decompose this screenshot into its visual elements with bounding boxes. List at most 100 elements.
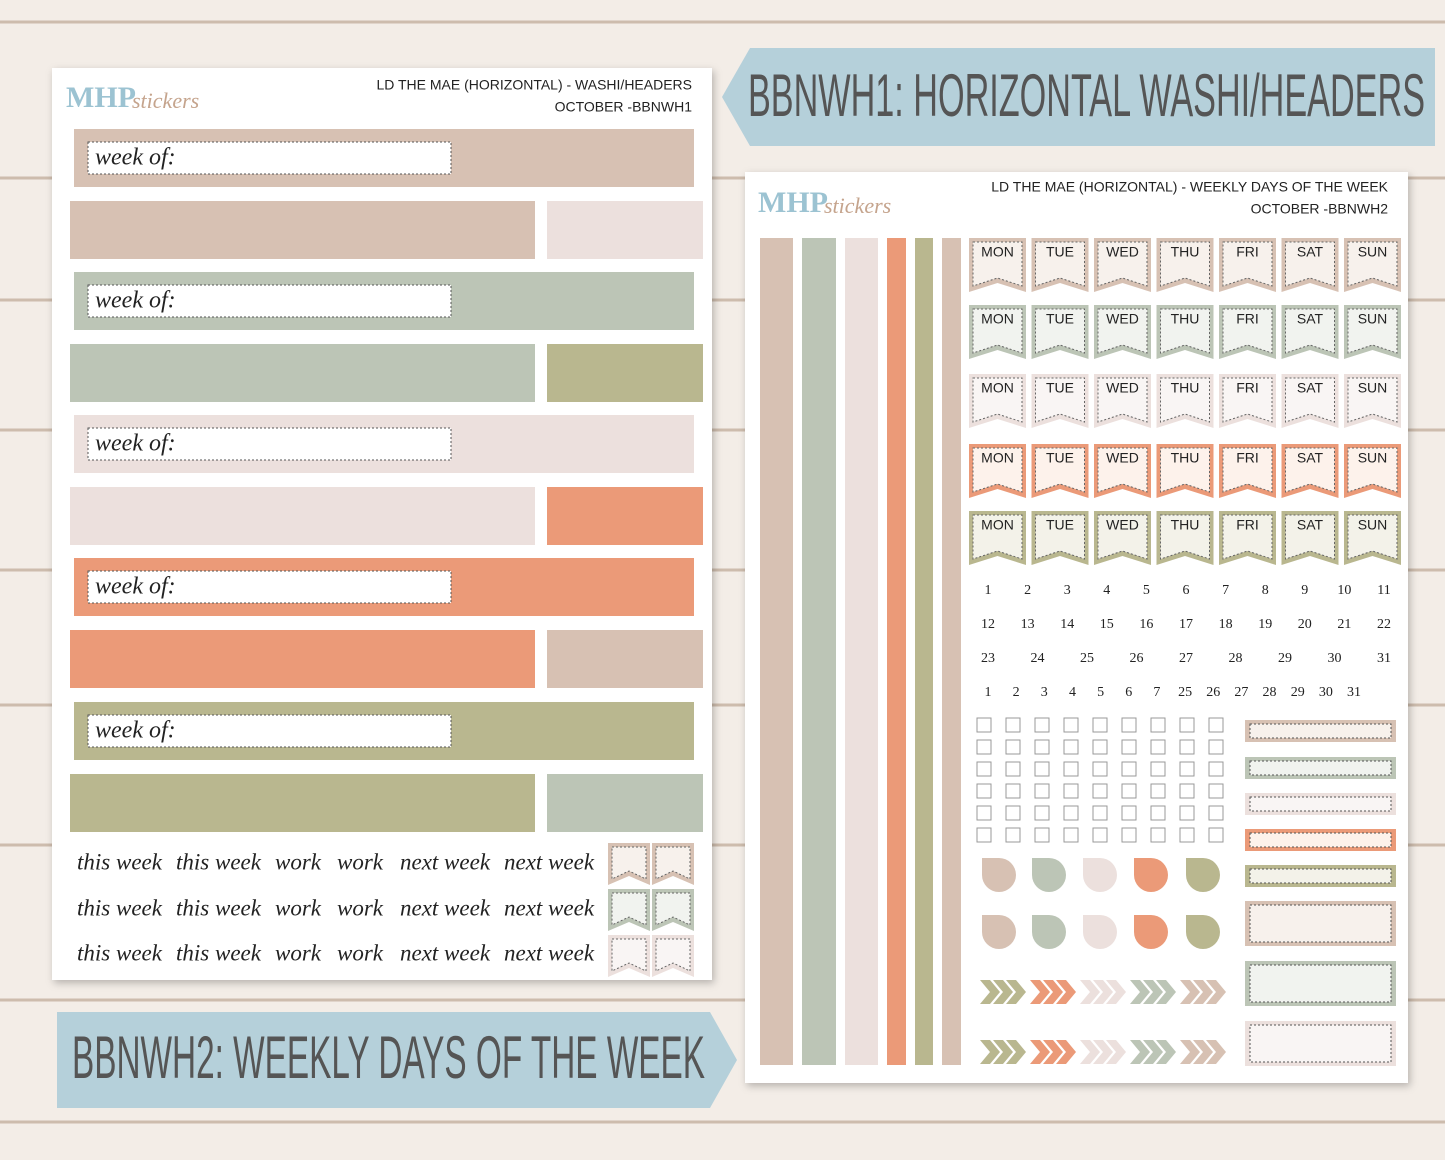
phrase: work bbox=[337, 895, 384, 920]
date-number: 2 bbox=[1024, 583, 1031, 598]
flag-inner bbox=[655, 892, 691, 926]
flag-inner bbox=[1160, 241, 1210, 287]
chevron bbox=[1180, 980, 1200, 1004]
chevron bbox=[1043, 1040, 1063, 1064]
flag-inner bbox=[1222, 241, 1273, 287]
bottom-banner-text: BBNWH2: WEEKLY DAYS OF THE WEEK bbox=[72, 1024, 705, 1091]
date-number: 11 bbox=[1377, 583, 1390, 598]
checkbox bbox=[1150, 717, 1166, 733]
bottom-banner bbox=[57, 1012, 737, 1108]
chevron bbox=[1156, 1040, 1176, 1064]
vertical-washi bbox=[845, 238, 878, 1065]
flag-inner bbox=[1347, 308, 1398, 354]
date-number: 2 bbox=[1013, 685, 1020, 700]
flag-inner bbox=[1035, 241, 1085, 287]
date-number: 5 bbox=[1097, 685, 1104, 700]
checkbox bbox=[1092, 739, 1108, 755]
day-label: WED bbox=[1106, 450, 1139, 466]
checkbox bbox=[1005, 805, 1021, 821]
half-circle-tab bbox=[1083, 915, 1117, 949]
checkbox bbox=[1063, 717, 1079, 733]
checkbox bbox=[976, 761, 992, 777]
washi-strip bbox=[70, 630, 535, 688]
date-number: 21 bbox=[1337, 617, 1351, 632]
checkbox bbox=[1179, 827, 1195, 843]
washi-strip bbox=[70, 201, 535, 259]
day-label: THU bbox=[1171, 517, 1200, 533]
day-label: TUE bbox=[1046, 517, 1074, 533]
checkbox bbox=[1005, 827, 1021, 843]
sheet-header: LD THE MAE (HORIZONTAL) - WASHI/HEADERS bbox=[376, 77, 692, 93]
week-label: week of: bbox=[95, 718, 176, 744]
day-label: TUE bbox=[1046, 244, 1074, 260]
sheet-header: OCTOBER -BBNWH1 bbox=[555, 99, 693, 115]
date-number: 22 bbox=[1377, 617, 1391, 632]
week-label: week of: bbox=[95, 431, 176, 457]
chevron bbox=[1043, 980, 1063, 1004]
checkbox bbox=[976, 739, 992, 755]
flag-inner bbox=[1160, 447, 1210, 493]
day-label: SAT bbox=[1297, 380, 1324, 396]
vertical-washi bbox=[887, 238, 906, 1065]
week-label: week of: bbox=[95, 288, 176, 314]
top-banner bbox=[722, 48, 1435, 146]
flag-inner bbox=[1035, 377, 1085, 423]
checkbox bbox=[976, 827, 992, 843]
flag-inner bbox=[1347, 514, 1398, 560]
flag-inner bbox=[611, 892, 647, 926]
date-number: 4 bbox=[1103, 583, 1110, 598]
day-label: MON bbox=[981, 380, 1014, 396]
date-number: 3 bbox=[1041, 685, 1048, 700]
checkbox bbox=[1208, 783, 1224, 799]
date-number: 1 bbox=[985, 583, 992, 598]
checkbox bbox=[1005, 761, 1021, 777]
checkbox bbox=[976, 717, 992, 733]
day-label: SUN bbox=[1358, 380, 1388, 396]
checkbox bbox=[1034, 761, 1050, 777]
checkbox bbox=[1063, 827, 1079, 843]
date-number: 30 bbox=[1328, 651, 1342, 666]
day-label: SAT bbox=[1297, 450, 1324, 466]
date-number: 16 bbox=[1139, 617, 1153, 632]
date-number: 17 bbox=[1179, 617, 1193, 632]
chevron bbox=[1143, 1040, 1163, 1064]
checkbox bbox=[1121, 717, 1137, 733]
top-banner-text: BBNWH1: HORIZONTAL WASHI/HEADERS bbox=[748, 62, 1425, 129]
half-circle-tab bbox=[1186, 858, 1220, 892]
half-circle-tab bbox=[982, 915, 1016, 949]
date-number: 13 bbox=[1021, 617, 1035, 632]
washi-strip bbox=[547, 487, 703, 545]
checkbox bbox=[1034, 827, 1050, 843]
checkbox bbox=[1121, 783, 1137, 799]
flag-inner bbox=[1097, 308, 1148, 354]
date-number: 9 bbox=[1301, 583, 1308, 598]
phrase: next week bbox=[400, 940, 491, 965]
chevron bbox=[1030, 1040, 1050, 1064]
date-number: 19 bbox=[1258, 617, 1272, 632]
checkbox bbox=[1063, 739, 1079, 755]
date-number: 25 bbox=[1080, 651, 1094, 666]
chevron bbox=[1193, 980, 1213, 1004]
chevron bbox=[1206, 1040, 1226, 1064]
logo-brand: MHP bbox=[758, 186, 828, 219]
label-box-inner bbox=[1249, 832, 1392, 848]
phrase: work bbox=[275, 895, 322, 920]
half-circle-tab bbox=[1134, 858, 1168, 892]
vertical-washi bbox=[760, 238, 793, 1065]
flag-inner bbox=[1347, 447, 1398, 493]
date-number: 18 bbox=[1219, 617, 1233, 632]
date-number: 27 bbox=[1234, 685, 1248, 700]
day-label: FRI bbox=[1236, 380, 1259, 396]
flag-inner bbox=[972, 447, 1023, 493]
washi-strip bbox=[547, 344, 703, 402]
chevron bbox=[1056, 1040, 1076, 1064]
checkbox bbox=[1208, 805, 1224, 821]
day-label: FRI bbox=[1236, 450, 1259, 466]
date-number: 27 bbox=[1179, 651, 1193, 666]
flag-inner bbox=[655, 938, 691, 972]
chevron bbox=[1093, 1040, 1113, 1064]
chevron bbox=[1180, 1040, 1200, 1064]
sheet-header: LD THE MAE (HORIZONTAL) - WEEKLY DAYS OF… bbox=[991, 179, 1388, 195]
day-label: THU bbox=[1171, 244, 1200, 260]
half-circle-tab bbox=[1186, 915, 1220, 949]
